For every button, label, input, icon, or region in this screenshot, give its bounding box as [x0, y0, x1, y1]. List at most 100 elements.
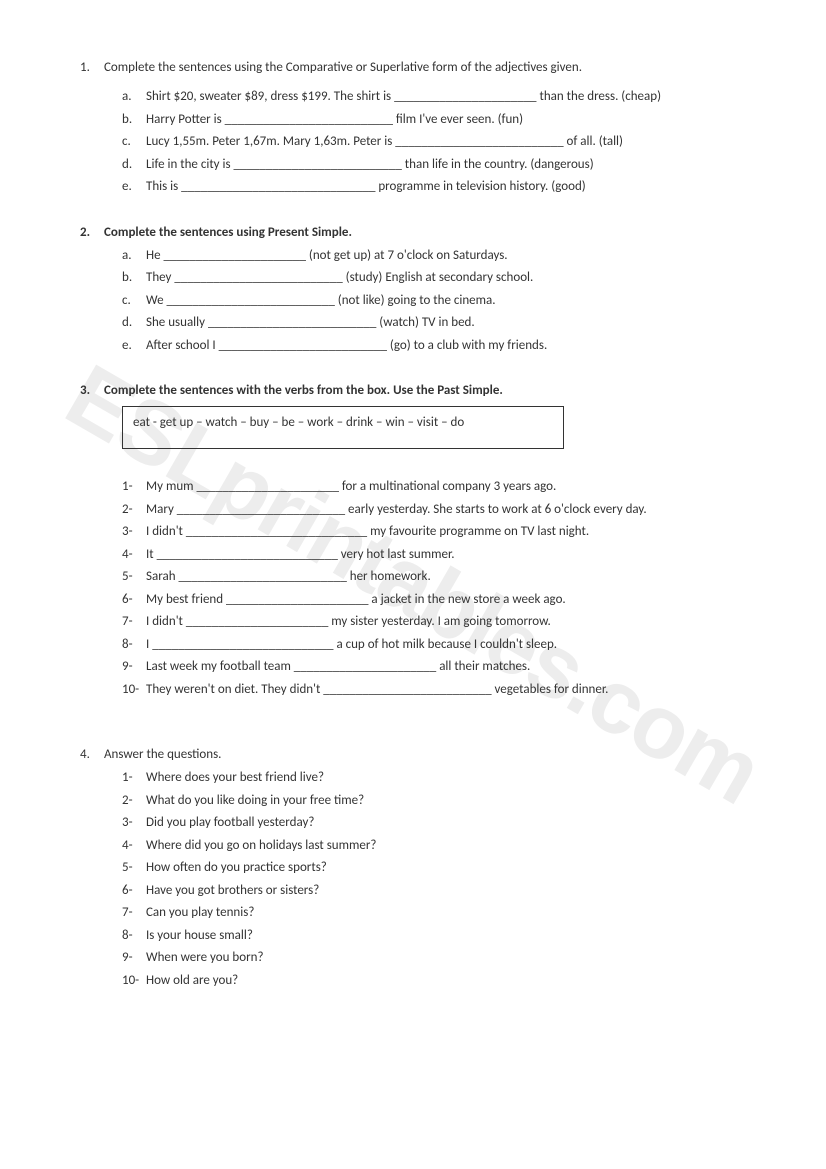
list-item: 1-My mum ______________________ for a mu… [122, 477, 766, 497]
list-item: c.We __________________________ (not lik… [122, 291, 766, 311]
item-label: b. [122, 268, 146, 288]
item-text: Can you play tennis? [146, 903, 766, 923]
item-label: 3- [122, 813, 146, 833]
section-1-title: Complete the sentences using the Compara… [104, 60, 766, 75]
section-4-number: 4. [80, 747, 104, 762]
item-label: 8- [122, 926, 146, 946]
item-label: a. [122, 87, 146, 107]
section-1: 1. Complete the sentences using the Comp… [80, 60, 766, 197]
item-label: 2- [122, 791, 146, 811]
list-item: 9-Last week my football team ___________… [122, 657, 766, 677]
list-item: c.Lucy 1,55m. Peter 1,67m. Mary 1,63m. P… [122, 132, 766, 152]
section-2-title: Complete the sentences using Present Sim… [104, 225, 766, 240]
list-item: 10-They weren't on diet. They didn't ___… [122, 680, 766, 700]
item-text: I didn't ______________________ my siste… [146, 612, 766, 632]
item-text: What do you like doing in your free time… [146, 791, 766, 811]
item-text: Is your house small? [146, 926, 766, 946]
item-text: My mum ______________________ for a mult… [146, 477, 766, 497]
item-text: Last week my football team _____________… [146, 657, 766, 677]
item-text: We __________________________ (not like)… [146, 291, 766, 311]
section-2-number: 2. [80, 225, 104, 240]
item-label: 4- [122, 836, 146, 856]
list-item: 8-Is your house small? [122, 926, 766, 946]
item-text: I ____________________________ a cup of … [146, 635, 766, 655]
item-text: She usually __________________________ (… [146, 313, 766, 333]
list-item: 2-Mary __________________________ early … [122, 500, 766, 520]
item-label: e. [122, 177, 146, 197]
item-text: Life in the city is ____________________… [146, 155, 766, 175]
list-item: 2-What do you like doing in your free ti… [122, 791, 766, 811]
section-4: 4. Answer the questions. 1-Where does yo… [80, 747, 766, 990]
item-text: How often do you practice sports? [146, 858, 766, 878]
section-4-header: 4. Answer the questions. [80, 747, 766, 762]
list-item: 3-I didn't ____________________________ … [122, 522, 766, 542]
item-text: They __________________________ (study) … [146, 268, 766, 288]
item-text: Lucy 1,55m. Peter 1,67m. Mary 1,63m. Pet… [146, 132, 766, 152]
item-label: c. [122, 132, 146, 152]
section-3: 3. Complete the sentences with the verbs… [80, 383, 766, 699]
item-text: When were you born? [146, 948, 766, 968]
item-label: 2- [122, 500, 146, 520]
list-item: 10-How old are you? [122, 971, 766, 991]
item-label: 4- [122, 545, 146, 565]
verb-box: eat - get up – watch – buy – be – work –… [122, 406, 564, 449]
list-item: 4-It ____________________________ very h… [122, 545, 766, 565]
item-label: 10- [122, 680, 146, 700]
item-text: Where does your best friend live? [146, 768, 766, 788]
list-item: 9-When were you born? [122, 948, 766, 968]
list-item: 3-Did you play football yesterday? [122, 813, 766, 833]
item-text: This is ______________________________ p… [146, 177, 766, 197]
section-3-items: 1-My mum ______________________ for a mu… [80, 477, 766, 699]
section-2-header: 2. Complete the sentences using Present … [80, 225, 766, 240]
list-item: 1-Where does your best friend live? [122, 768, 766, 788]
item-label: d. [122, 155, 146, 175]
item-text: I didn't ____________________________ my… [146, 522, 766, 542]
item-text: Sarah __________________________ her hom… [146, 567, 766, 587]
section-2-items: a.He ______________________ (not get up)… [80, 246, 766, 356]
list-item: d.Life in the city is __________________… [122, 155, 766, 175]
section-4-items: 1-Where does your best friend live? 2-Wh… [80, 768, 766, 990]
list-item: a.He ______________________ (not get up)… [122, 246, 766, 266]
list-item: b.They __________________________ (study… [122, 268, 766, 288]
item-label: e. [122, 336, 146, 356]
item-label: 8- [122, 635, 146, 655]
item-label: 6- [122, 590, 146, 610]
item-label: 5- [122, 567, 146, 587]
item-label: c. [122, 291, 146, 311]
item-label: 1- [122, 477, 146, 497]
list-item: b.Harry Potter is ______________________… [122, 110, 766, 130]
section-3-title: Complete the sentences with the verbs fr… [104, 383, 766, 398]
item-label: 7- [122, 903, 146, 923]
item-label: 1- [122, 768, 146, 788]
item-text: Have you got brothers or sisters? [146, 881, 766, 901]
item-text: Did you play football yesterday? [146, 813, 766, 833]
item-label: d. [122, 313, 146, 333]
section-1-header: 1. Complete the sentences using the Comp… [80, 60, 766, 75]
item-text: Where did you go on holidays last summer… [146, 836, 766, 856]
section-3-number: 3. [80, 383, 104, 398]
item-label: 6- [122, 881, 146, 901]
item-text: After school I _________________________… [146, 336, 766, 356]
list-item: 7-Can you play tennis? [122, 903, 766, 923]
list-item: 5-Sarah __________________________ her h… [122, 567, 766, 587]
item-text: My best friend ______________________ a … [146, 590, 766, 610]
list-item: 6-Have you got brothers or sisters? [122, 881, 766, 901]
item-label: 5- [122, 858, 146, 878]
item-label: 10- [122, 971, 146, 991]
item-text: They weren't on diet. They didn't ______… [146, 680, 766, 700]
item-label: 7- [122, 612, 146, 632]
list-item: d.She usually __________________________… [122, 313, 766, 333]
item-label: 3- [122, 522, 146, 542]
item-text: Mary __________________________ early ye… [146, 500, 766, 520]
item-label: 9- [122, 948, 146, 968]
list-item: a.Shirt $20, sweater $89, dress $199. Th… [122, 87, 766, 107]
list-item: 8-I ____________________________ a cup o… [122, 635, 766, 655]
item-text: Harry Potter is ________________________… [146, 110, 766, 130]
item-label: b. [122, 110, 146, 130]
item-label: 9- [122, 657, 146, 677]
list-item: 6-My best friend ______________________ … [122, 590, 766, 610]
item-text: It ____________________________ very hot… [146, 545, 766, 565]
list-item: 5-How often do you practice sports? [122, 858, 766, 878]
item-text: Shirt $20, sweater $89, dress $199. The … [146, 87, 766, 107]
list-item: 4-Where did you go on holidays last summ… [122, 836, 766, 856]
